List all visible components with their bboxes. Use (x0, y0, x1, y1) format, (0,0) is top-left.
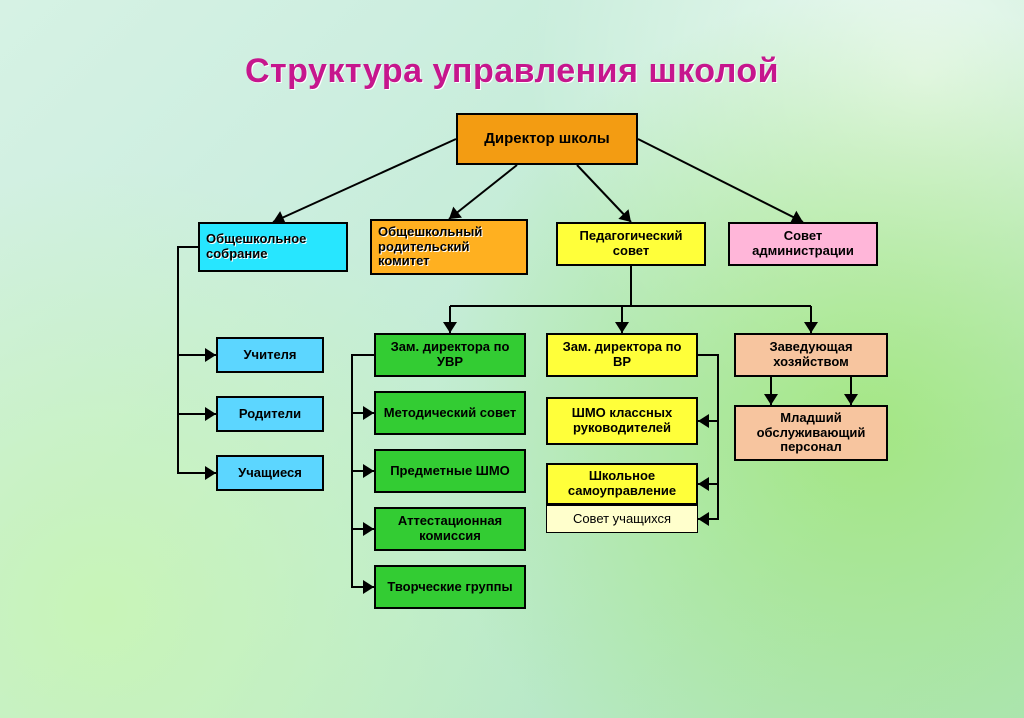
node-admin_council: Совет администрации (728, 222, 878, 266)
node-assembly: Общешкольное собрание (198, 222, 348, 272)
page-title: Структура управления школой (0, 52, 1024, 91)
node-attest: Аттестационная комиссия (374, 507, 526, 551)
node-subject_shmo: Предметные ШМО (374, 449, 526, 493)
node-creative: Творческие группы (374, 565, 526, 609)
node-junior_staff: Младший обслуживающий персонал (734, 405, 888, 461)
node-zam_vr: Зам. директора по ВР (546, 333, 698, 377)
node-parent_committee: Общешкольный родительский комитет (370, 219, 528, 275)
node-teachers: Учителя (216, 337, 324, 373)
node-method_council: Методический совет (374, 391, 526, 435)
node-shmo_klass: ШМО классных руководителей (546, 397, 698, 445)
diagram-stage: { "type": "flowchart", "canvas": { "w": … (0, 0, 1024, 718)
node-ped_council: Педагогический совет (556, 222, 706, 266)
node-parents: Родители (216, 396, 324, 432)
node-housekeeper: Заведующая хозяйством (734, 333, 888, 377)
node-zam_uvr: Зам. директора по УВР (374, 333, 526, 377)
node-stud_council: Совет учащихся (546, 505, 698, 533)
node-selfgov: Школьное самоуправление (546, 463, 698, 505)
node-students: Учащиеся (216, 455, 324, 491)
node-director: Директор школы (456, 113, 638, 165)
